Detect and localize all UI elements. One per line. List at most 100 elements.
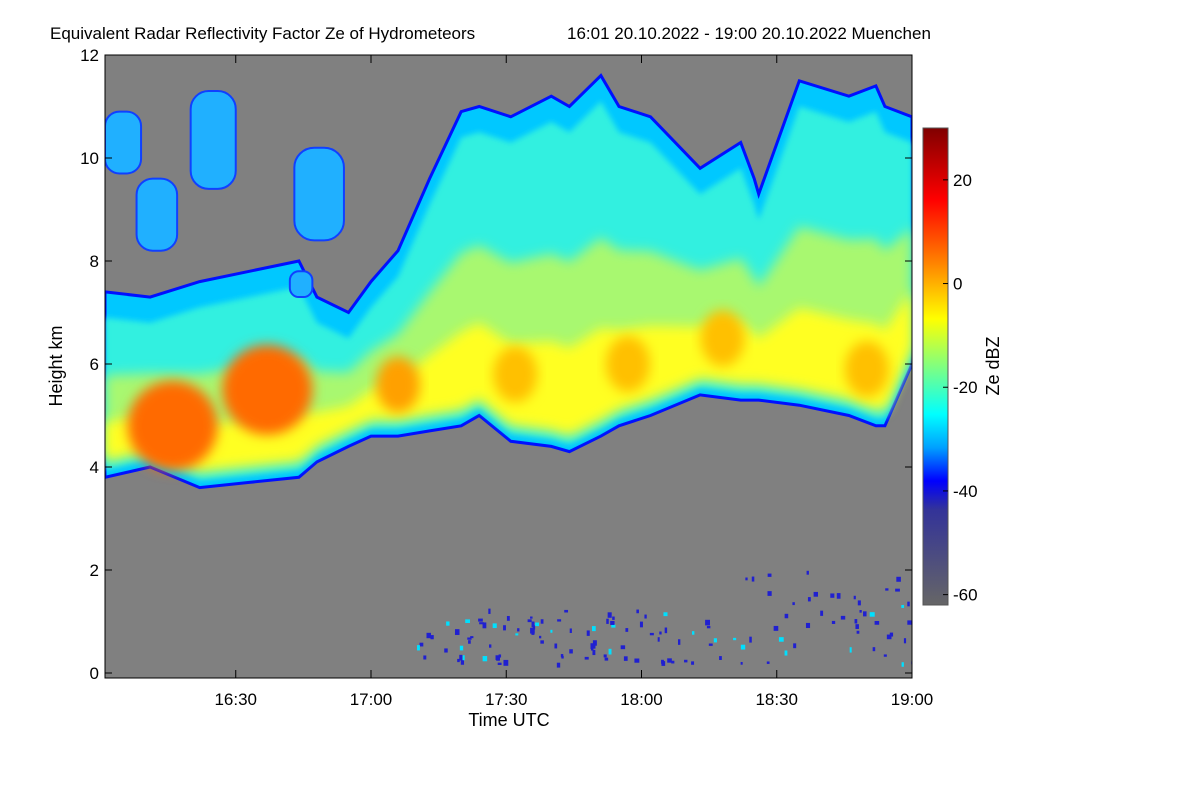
colorbar-tick-label: -20: [953, 378, 978, 397]
y-tick-label: 0: [90, 664, 99, 683]
clutter-pixel: [569, 649, 573, 654]
clutter-pixel: [636, 609, 639, 614]
clutter-pixel: [896, 576, 901, 582]
clutter-pixel: [430, 635, 434, 640]
clutter-pixel: [532, 625, 536, 630]
clutter-pixel: [664, 627, 668, 634]
clutter-pixel: [459, 645, 464, 651]
x-tick-label: 19:00: [891, 690, 934, 709]
clutter-pixel: [586, 630, 590, 636]
clutter-pixel: [550, 629, 553, 633]
clutter-pixel: [465, 619, 470, 623]
clutter-pixel: [540, 640, 544, 644]
y-tick-label: 2: [90, 561, 99, 580]
clutter-pixel: [556, 662, 561, 668]
cirrus-patch: [288, 270, 314, 299]
y-tick-label: 10: [80, 149, 99, 168]
clutter-pixel: [740, 661, 743, 665]
clutter-pixel: [856, 630, 860, 634]
clutter-pixel: [416, 645, 420, 651]
clutter-pixel: [482, 656, 488, 662]
clutter-pixel: [901, 604, 905, 608]
x-tick-label: 18:30: [755, 690, 798, 709]
clutter-pixel: [840, 615, 846, 620]
clutter-pixel: [495, 655, 500, 660]
clutter-pixel: [620, 645, 626, 650]
reflectivity-core: [493, 346, 538, 403]
clutter-pixel: [462, 655, 465, 661]
clutter-pixel: [468, 640, 471, 644]
clutter-pixel: [806, 570, 809, 575]
clutter-pixel: [713, 638, 717, 643]
clutter-pixel: [460, 660, 465, 665]
x-tick-label: 17:30: [485, 690, 528, 709]
colorbar: [922, 127, 949, 606]
clutter-pixel: [530, 627, 535, 634]
clutter-pixel: [733, 637, 737, 641]
reflectivity-core: [605, 336, 650, 392]
clutter-pixel: [590, 643, 596, 649]
clutter-pixel: [604, 657, 609, 661]
clutter-pixel: [807, 597, 811, 602]
clutter-pixel: [592, 640, 597, 646]
clutter-pixel: [554, 643, 558, 649]
clutter-pixel: [611, 624, 616, 628]
clutter-pixel: [603, 654, 607, 658]
clutter-pixel: [784, 613, 789, 619]
clutter-pixel: [705, 619, 711, 626]
clutter-pixel: [773, 625, 779, 631]
clutter-pixel: [467, 637, 472, 640]
clutter-pixel: [869, 612, 875, 617]
colorbar-axis: 20 0 -20 -40 -60: [943, 171, 978, 605]
x-tick-label: 16:30: [214, 690, 257, 709]
colorbar-tick-label: -60: [953, 586, 978, 605]
clutter-pixel: [857, 600, 861, 606]
clutter-pixel: [535, 622, 540, 627]
clutter-pixel: [592, 649, 596, 656]
clutter-pixel: [446, 621, 450, 626]
clutter-pixel: [560, 654, 564, 658]
clutter-pixel: [745, 577, 748, 581]
clutter-pixel: [607, 612, 612, 618]
clutter-pixel: [569, 628, 572, 633]
colorbar-label: Ze dBZ: [983, 336, 1003, 395]
clutter-pixel: [903, 638, 907, 644]
clutter-pixel: [719, 656, 722, 660]
heatmap-layer: [105, 73, 912, 668]
clutter-pixel: [778, 637, 784, 642]
clutter-pixel: [820, 610, 824, 616]
clutter-pixel: [503, 659, 509, 666]
axes: 0 2 4 6 8 10 12 16:30 17:00 17:30 18:00 18:30 19:00: [80, 46, 933, 709]
clutter-pixel: [584, 656, 589, 660]
clutter-pixel: [610, 620, 615, 625]
clutter-pixel: [901, 662, 904, 667]
x-tick-label: 17:00: [350, 690, 393, 709]
clutter-pixel: [540, 619, 544, 624]
clutter-pixel: [907, 601, 910, 607]
clutter-pixel: [497, 662, 502, 665]
clutter-pixel: [612, 616, 615, 620]
clutter-pixel: [805, 622, 811, 629]
clutter-pixel: [767, 573, 772, 577]
clutter-pixel: [539, 635, 542, 639]
clutter-pixel: [444, 648, 448, 653]
clutter-pixel: [740, 644, 746, 650]
clutter-pixel: [907, 620, 912, 625]
clutter-pixel: [557, 619, 562, 622]
reflectivity-core: [222, 344, 313, 435]
clutter-pixel: [684, 659, 688, 663]
clutter-pixel: [531, 621, 535, 628]
clutter-pixel: [479, 622, 484, 625]
chart-title: Equivalent Radar Reflectivity Factor Ze …: [50, 24, 475, 43]
y-tick-label: 12: [80, 46, 99, 65]
clutter-pixel: [639, 621, 643, 628]
clutter-pixel: [489, 644, 492, 648]
clutter-pixel: [564, 609, 569, 613]
x-tick-label: 18:00: [620, 690, 663, 709]
clutter-pixel: [659, 631, 662, 635]
clutter-pixel: [766, 661, 770, 664]
clutter-pixel: [863, 611, 867, 617]
reflectivity-core: [127, 380, 218, 471]
clutter-pixel: [886, 634, 892, 640]
clutter-pixel: [667, 658, 672, 663]
